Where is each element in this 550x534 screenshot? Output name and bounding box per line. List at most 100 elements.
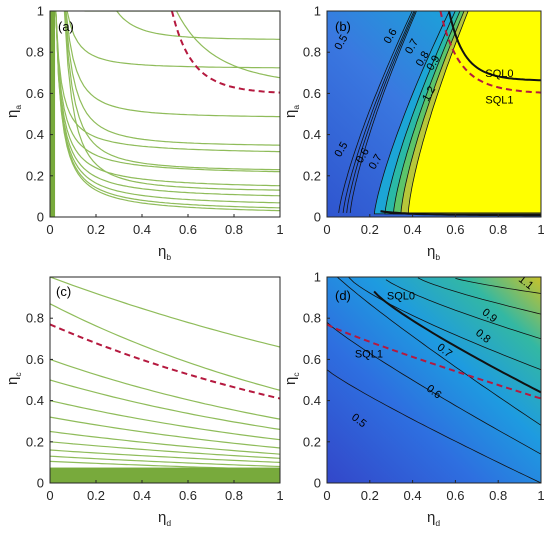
x-tick-label: 1 [537,222,544,237]
contour-line [50,303,280,391]
dense-contour-band [50,467,280,483]
contour-line [338,11,413,213]
ticks-c: 0 0.2 0.4 0.6 0.8 1 0 0.2 0.4 0.6 0.8 [26,311,284,503]
y-tick-label: 1 [37,4,44,19]
x-tick-label: 0.6 [179,222,197,237]
x-tick-label: 0.4 [133,222,151,237]
contour-line [50,358,280,420]
plot-c-contours [50,277,280,483]
contour-line [327,322,541,455]
y-tick-label: 0 [37,210,44,225]
contour-line [65,11,280,118]
x-tick-label: 0.4 [133,488,151,503]
panel-a: (a) 0 0.2 0.4 0.6 0.8 1 0 0.2 0.4 0.6 0.8 1 ηb ηa [4,4,284,263]
y-tick-label: 0 [37,476,44,491]
x-tick-label: 0.8 [489,222,507,237]
y-tick-label: 0.6 [303,352,321,367]
y-tick-label: 0.8 [303,45,321,60]
sql-label: SQL1 [355,348,383,360]
contour-line [55,11,280,153]
sql-dashed-curve [50,323,280,400]
contour-line [175,11,280,79]
contour-line [348,277,541,371]
yellow-region [407,11,541,214]
y-tick-label: 0.2 [26,434,44,449]
contour-line [55,11,280,209]
heatmap-d [327,277,541,483]
x-tick-label: 0 [46,222,53,237]
x-axis-label-a: ηb [158,243,171,262]
sql-label: SQL0 [485,68,513,80]
x-tick-label: 0.2 [361,222,379,237]
y-tick-label: 0.8 [26,45,44,60]
contour-line [50,379,280,430]
contour-line [50,277,280,348]
sql0-bottom-curve [380,210,541,217]
x-tick-label: 0.8 [225,488,243,503]
panel-c: (c) 0 0.2 0.4 0.6 0.8 1 0 0.2 0.4 0.6 0.8 ηd ηc [4,276,284,528]
y-axis-label-a: ηa [4,105,23,118]
panel-label-c: (c) [56,284,71,299]
x-tick-label: 0 [323,488,330,503]
y-tick-label: 0.4 [26,127,44,142]
x-tick-label: 0 [46,488,53,503]
contour-line [50,400,280,441]
ticks-b: 0 0.2 0.4 0.6 0.8 1 0 0.2 0.4 0.6 0.8 1 [303,4,545,238]
x-tick-label: 1 [276,488,283,503]
contour-line [55,11,280,173]
contour-line [336,277,541,426]
contour-line [327,369,541,483]
x-tick-label: 0.6 [179,488,197,503]
y-axis-label-c: ηc [4,372,23,385]
contour-line [55,11,280,204]
x-axis-label-c: ηd [158,509,171,528]
y-tick-label: 1 [314,4,321,19]
contour-line [349,11,417,213]
contour-line [50,441,280,459]
frame-d [326,276,542,484]
x-axis-label-d: ηd [427,509,440,528]
contour-line [55,11,280,187]
contour-line [55,11,280,212]
y-tick-label: 0.8 [303,311,321,326]
sql1-dashed-curve [327,323,541,400]
y-tick-label: 0.2 [26,168,44,183]
y-tick-label: 0 [314,476,321,491]
x-tick-label: 0.8 [489,488,507,503]
contour-line [455,278,541,294]
y-tick-label: 1 [314,270,321,285]
y-tick-label: 0.6 [303,86,321,101]
sql0-curve [448,11,541,82]
x-axis-label-b: ηb [427,243,440,262]
contour-line [64,11,280,146]
panel-label-a: (a) [58,19,74,34]
y-tick-label: 0.4 [26,393,44,408]
x-tick-label: 0.2 [87,488,105,503]
ticks-d: 0 0.2 0.4 0.6 0.8 1 0 0.2 0.4 0.6 0.8 1 [303,270,545,504]
x-tick-label: 0.6 [446,222,464,237]
x-tick-label: 0.2 [361,488,379,503]
contour-line [385,279,541,340]
y-tick-label: 0.6 [26,352,44,367]
ticks-a: 0 0.2 0.4 0.6 0.8 1 0 0.2 0.4 0.6 0.8 1 [26,4,284,238]
y-tick-label: 0.6 [26,86,44,101]
contour-line [50,430,280,455]
plot-a-contours [50,11,280,217]
sql0-curve [373,290,541,394]
contour-line [50,455,280,468]
contour-line [63,11,280,191]
contour-line [66,11,280,69]
x-tick-label: 0 [323,222,330,237]
contour-line [50,416,280,449]
x-tick-label: 0.4 [404,222,422,237]
y-axis-label-d: ηc [282,372,301,385]
y-tick-label: 0 [314,210,321,225]
frame-c [49,276,281,484]
y-tick-label: 0.2 [303,434,321,449]
y-tick-label: 0.4 [303,393,321,408]
contour-line [64,11,280,171]
